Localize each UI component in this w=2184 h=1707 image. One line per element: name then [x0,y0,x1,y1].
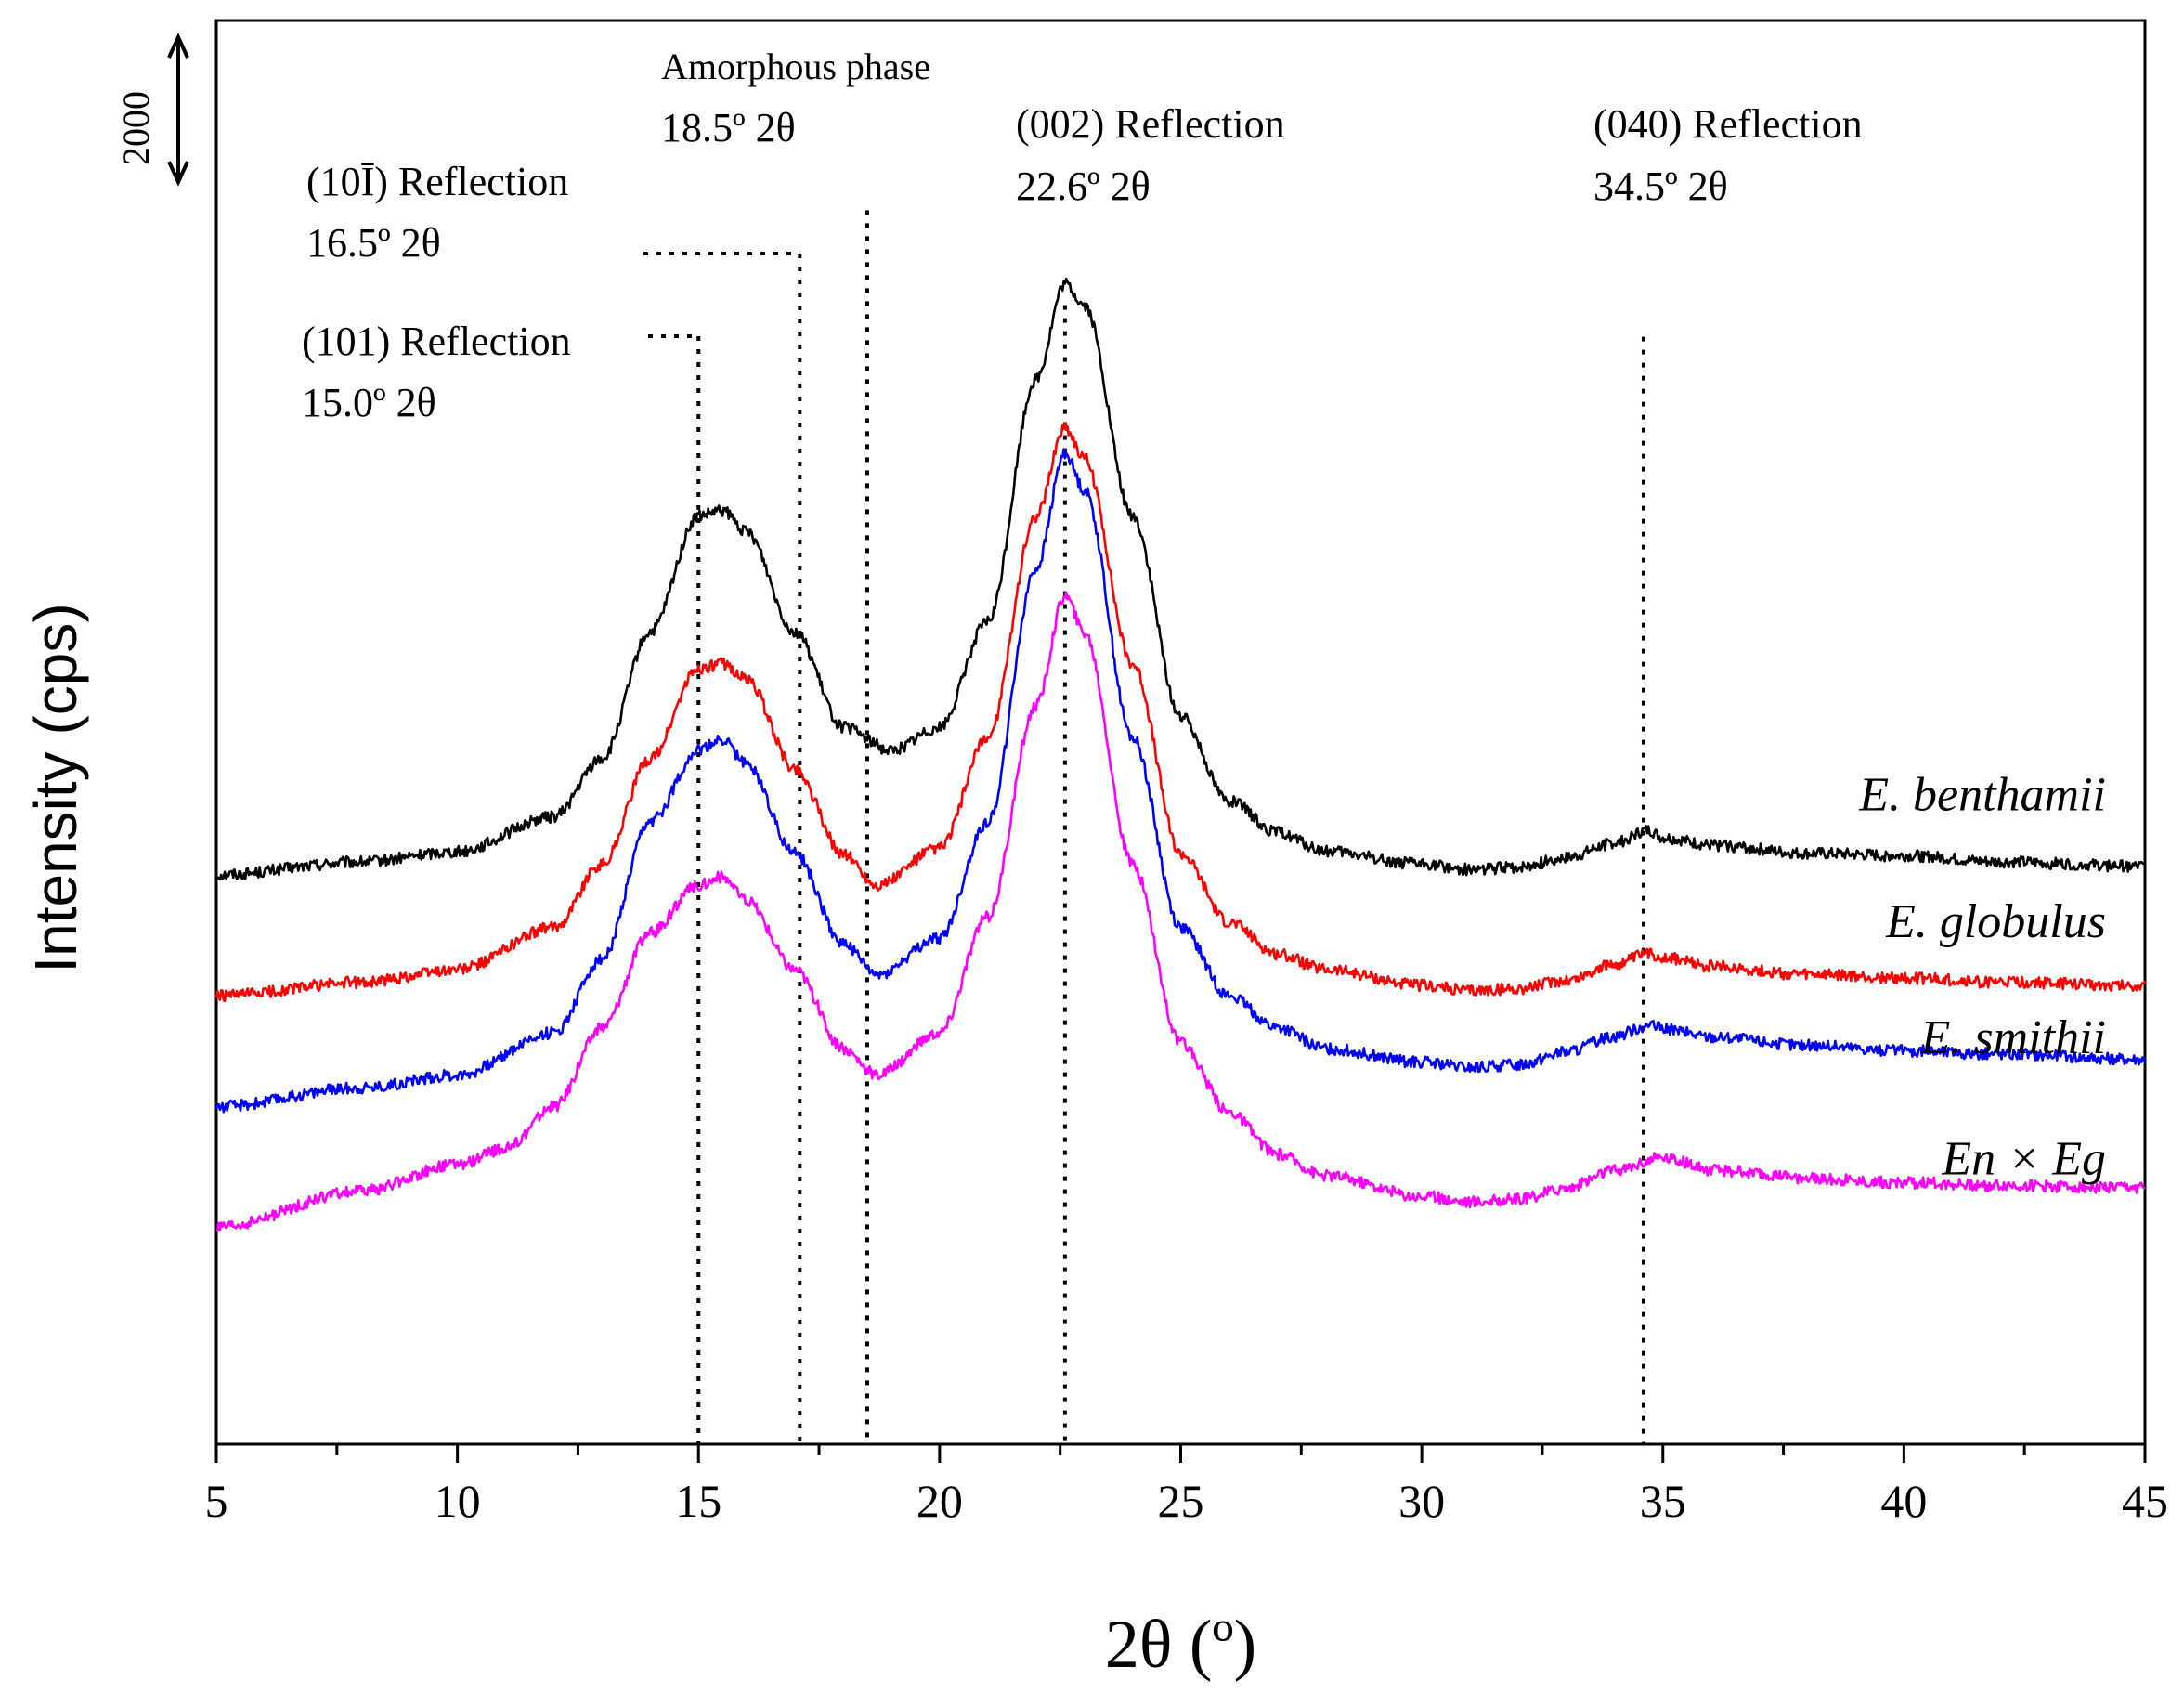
reference-label-angle: 22.6º 2θ [1016,163,1150,209]
reference-label-title: (040) Reflection [1593,101,1863,147]
series-label: E. globulus [1885,895,2106,948]
reference-label-title: (101) Reflection [302,319,571,364]
reference-labels: (101) Reflection 15.0º 2θ (10Ī) Reflection… [302,46,1863,425]
series-label: E. benthamii [1858,769,2106,822]
x-tick-label: 45 [2122,1475,2168,1527]
series-line [214,422,2147,1003]
reference-label-title: (10Ī) Reflection [306,159,568,204]
x-tick-label: 20 [916,1475,963,1527]
plot-frame [214,19,2147,1446]
x-tick-label: 15 [675,1475,722,1527]
x-axis-ticks [214,1444,2147,1463]
plot-frame-rect [214,19,2147,1446]
reference-label-angle: 34.5º 2θ [1593,163,1728,209]
y-axis-title: Intensity (cps) [22,603,89,972]
x-tick-label: 25 [1158,1475,1204,1527]
x-axis-title: 2θ (º) [1105,1607,1256,1683]
scale-bar-arrow-down [167,161,189,187]
x-tick-label: 40 [1880,1475,1927,1527]
scale-bar: 2000 [115,33,189,187]
reference-lines [644,210,1645,1444]
scale-bar-label: 2000 [115,91,157,165]
series-label: En × Eg [1941,1132,2106,1185]
series-labels: E. benthamii E. globulus E. smithii En × Eg [1858,769,2106,1186]
series-line [215,591,2146,1232]
series-label: E. smithii [1920,1011,2106,1064]
series-line [214,448,2147,1114]
x-tick-label: 5 [205,1475,228,1527]
reference-label-angle: 16.5º 2θ [306,220,441,266]
scale-bar-arrow-up [167,33,189,59]
x-tick-label: 35 [1640,1475,1686,1527]
series-line [214,277,2146,881]
x-tick-label: 10 [435,1475,481,1527]
reference-label-title: (002) Reflection [1016,101,1285,147]
x-axis-tick-labels: 5 10 15 20 25 30 35 40 45 [205,1475,2169,1527]
series-lines [214,277,2147,1232]
reference-label-title: Amorphous phase [661,46,930,87]
reference-label-angle: 15.0º 2θ [302,380,436,425]
x-tick-label: 30 [1398,1475,1445,1527]
reference-label-angle: 18.5º 2θ [661,105,796,150]
